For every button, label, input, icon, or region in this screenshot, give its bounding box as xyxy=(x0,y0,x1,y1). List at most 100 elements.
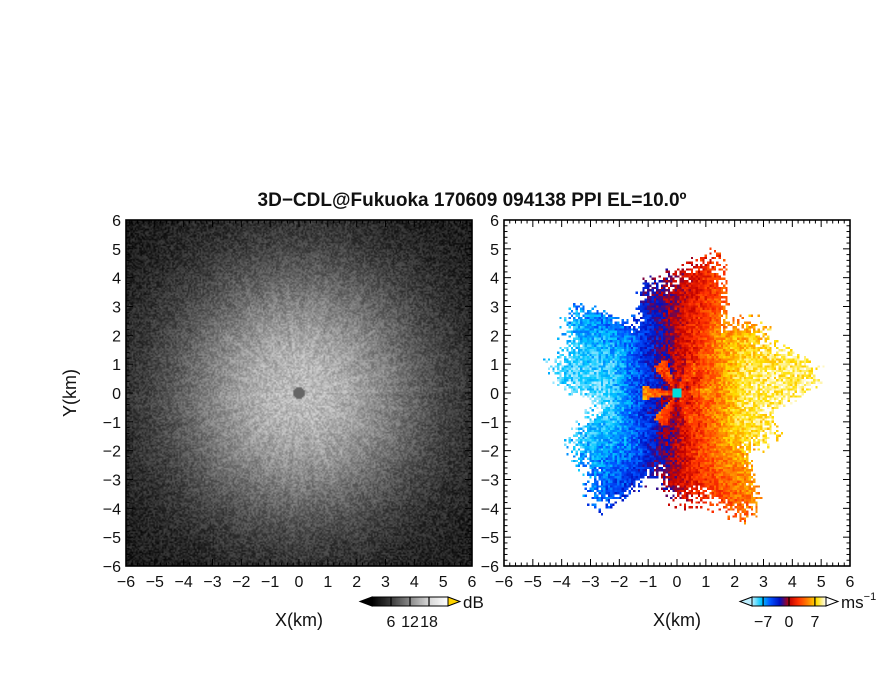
x-tick-label: −5 xyxy=(524,574,542,591)
colorbar-segment xyxy=(383,597,386,606)
colorbar-segment xyxy=(442,597,445,606)
x-tick-label: −4 xyxy=(553,574,571,591)
y-tick-label: 0 xyxy=(490,386,499,403)
colorbar-tick-label: 7 xyxy=(810,614,819,631)
colorbar-segment xyxy=(388,597,391,606)
reflectivity-image xyxy=(126,220,472,566)
colorbar-segment xyxy=(764,597,767,606)
y-tick-label: −2 xyxy=(481,444,499,461)
colorbar-segment xyxy=(422,597,425,606)
x-tick-label: −3 xyxy=(203,574,221,591)
x-tick-label: −6 xyxy=(117,574,135,591)
colorbar-extend-high xyxy=(825,596,840,607)
colorbar-segment xyxy=(418,597,421,606)
x-tick-label: −1 xyxy=(261,574,279,591)
colorbar-segment xyxy=(755,597,758,606)
colorbar-segment xyxy=(817,597,820,606)
colorbar-segment xyxy=(417,597,420,606)
y-tick-label: 4 xyxy=(112,271,121,288)
colorbar-segment xyxy=(401,597,403,606)
colorbar-segment xyxy=(393,597,396,606)
colorbar-segment xyxy=(768,597,770,606)
x-tick-label: 3 xyxy=(759,574,768,591)
colorbar-segment xyxy=(790,597,793,606)
colorbar-segment xyxy=(763,597,765,606)
y-tick-label: 3 xyxy=(112,300,121,317)
colorbar-segment xyxy=(382,597,384,606)
y-tick-label: −1 xyxy=(103,415,121,432)
colorbar-segment xyxy=(758,597,760,606)
colorbar-tick-label: −7 xyxy=(754,614,772,631)
x-tick-label: 2 xyxy=(352,574,361,591)
colorbar-segment xyxy=(809,597,812,606)
x-tick-label: −3 xyxy=(581,574,599,591)
y-tick-label: 5 xyxy=(112,242,121,259)
colorbar-segment xyxy=(420,597,422,606)
colorbar-segment xyxy=(765,597,768,606)
colorbar-segment xyxy=(771,597,774,606)
y-tick-label: −5 xyxy=(481,530,499,547)
x-tick-label: 5 xyxy=(439,574,448,591)
colorbar-segment xyxy=(412,597,415,606)
x-tick-label: 6 xyxy=(468,574,477,591)
y-tick-label: −5 xyxy=(103,530,121,547)
x-tick-label: −2 xyxy=(610,574,628,591)
colorbar-segment xyxy=(445,597,448,606)
x-tick-label: 5 xyxy=(817,574,826,591)
colorbar-segment xyxy=(406,597,409,606)
colorbar-segment xyxy=(416,597,419,606)
velocity-x-axis-label: X(km) xyxy=(653,610,701,630)
colorbar-unit: dB xyxy=(463,593,484,612)
colorbar-segment xyxy=(752,597,754,606)
colorbar-segment xyxy=(403,597,406,606)
colorbar-segment xyxy=(784,597,786,606)
colorbar-segment xyxy=(423,597,426,606)
colorbar-segment xyxy=(437,597,440,606)
colorbar-segment xyxy=(769,597,772,606)
colorbar-extend-low xyxy=(358,596,373,607)
colorbar-segment xyxy=(807,597,810,606)
colorbar-segment xyxy=(785,597,788,606)
colorbar-segment xyxy=(402,597,405,606)
colorbar-segment xyxy=(425,597,428,606)
colorbar-segment xyxy=(766,597,769,606)
x-tick-label: 0 xyxy=(673,574,682,591)
colorbar-segment xyxy=(434,597,436,606)
colorbar-segment xyxy=(786,597,789,606)
colorbar-segment xyxy=(372,597,374,606)
y-tick-label: 1 xyxy=(112,357,121,374)
colorbar-segment xyxy=(431,597,434,606)
x-tick-label: 1 xyxy=(701,574,710,591)
colorbar-segment xyxy=(819,597,822,606)
x-tick-label: −4 xyxy=(175,574,193,591)
colorbar-segment xyxy=(779,597,781,606)
colorbar-segment xyxy=(404,597,407,606)
colorbar-segment xyxy=(374,597,377,606)
colorbar-segment xyxy=(795,597,797,606)
colorbar-segment xyxy=(774,597,777,606)
velocity-image xyxy=(504,220,850,566)
x-tick-label: 4 xyxy=(788,574,797,591)
reflectivity-x-axis-label: X(km) xyxy=(275,610,323,630)
y-tick-label: −3 xyxy=(103,473,121,490)
colorbar-unit-exponent: −1 xyxy=(864,591,877,603)
colorbar-segment xyxy=(444,597,447,606)
colorbar-segment xyxy=(821,597,823,606)
colorbar-segment xyxy=(816,597,818,606)
colorbar-segment xyxy=(798,597,801,606)
colorbar-unit: ms−1 xyxy=(841,591,876,612)
reflectivity-colorbar: 6 12 18 dB xyxy=(358,593,484,631)
x-tick-label: −2 xyxy=(232,574,250,591)
colorbar-segment xyxy=(432,597,435,606)
colorbar-segment xyxy=(430,597,433,606)
colorbar-segment xyxy=(756,597,759,606)
colorbar-tick-label: 12 xyxy=(401,614,419,631)
colorbar-segment xyxy=(802,597,805,606)
colorbar-segment xyxy=(808,597,811,606)
colorbar-segment xyxy=(410,597,412,606)
x-tick-label: 2 xyxy=(730,574,739,591)
x-tick-label: 3 xyxy=(381,574,390,591)
velocity-colorbar: −7 0 7 ms−1 xyxy=(738,591,876,631)
colorbar-segment xyxy=(801,597,804,606)
colorbar-segment xyxy=(775,597,778,606)
